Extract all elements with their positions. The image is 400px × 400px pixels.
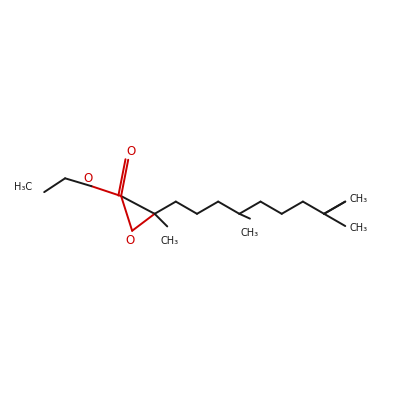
Text: CH₃: CH₃ (160, 236, 178, 246)
Text: O: O (126, 234, 135, 247)
Text: CH₃: CH₃ (349, 194, 367, 204)
Text: CH₃: CH₃ (241, 228, 259, 238)
Text: O: O (84, 172, 93, 185)
Text: CH₃: CH₃ (349, 223, 367, 233)
Text: H₃C: H₃C (14, 182, 32, 192)
Text: O: O (126, 145, 135, 158)
